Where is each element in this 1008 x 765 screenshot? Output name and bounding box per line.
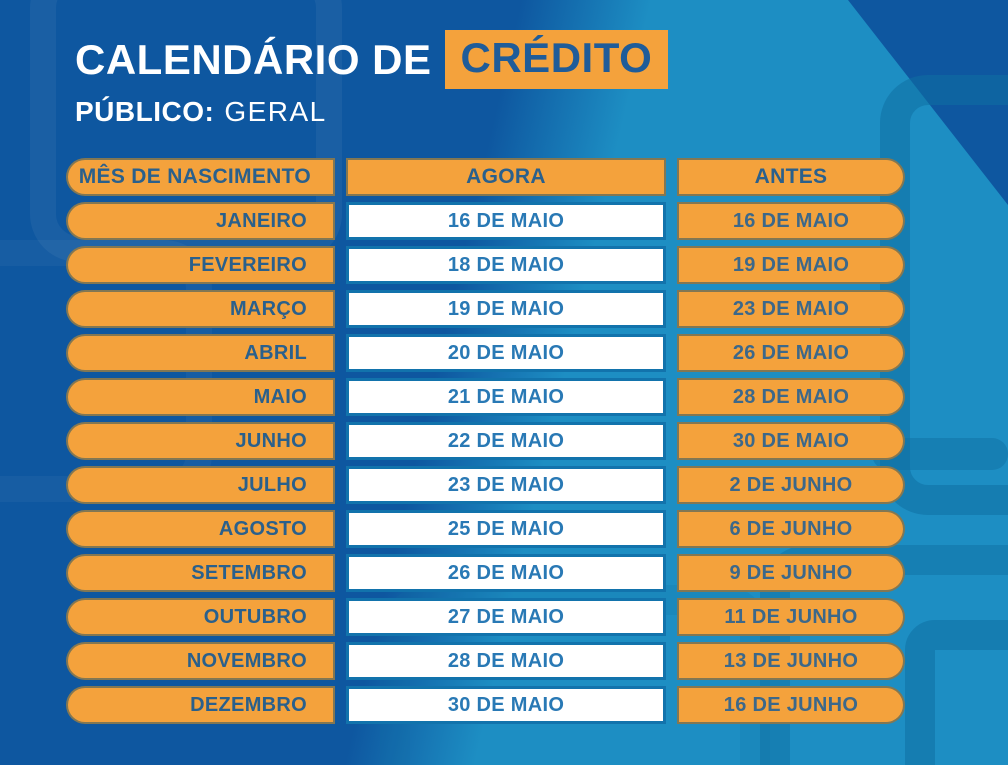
subtitle-label: PÚBLICO: bbox=[75, 96, 215, 127]
antes-date-cell: 2 DE JUNHO bbox=[677, 466, 905, 504]
agora-date-cell: 20 DE MAIO bbox=[346, 334, 666, 372]
agora-date-cell: 21 DE MAIO bbox=[346, 378, 666, 416]
antes-date-cell: 9 DE JUNHO bbox=[677, 554, 905, 592]
antes-date-cell: 6 DE JUNHO bbox=[677, 510, 905, 548]
agora-date-cell: 25 DE MAIO bbox=[346, 510, 666, 548]
subtitle: PÚBLICO: GERAL bbox=[75, 96, 327, 128]
antes-date-cell: 16 DE JUNHO bbox=[677, 686, 905, 724]
month-cell: MARÇO bbox=[66, 290, 335, 328]
month-cell: NOVEMBRO bbox=[66, 642, 335, 680]
antes-date-cell: 28 DE MAIO bbox=[677, 378, 905, 416]
agora-date-cell: 28 DE MAIO bbox=[346, 642, 666, 680]
title-bar: CALENDÁRIO DE CRÉDITO bbox=[75, 30, 669, 89]
title-highlight-badge: CRÉDITO bbox=[444, 30, 669, 89]
agora-date-cell: 22 DE MAIO bbox=[346, 422, 666, 460]
agora-date-cell: 16 DE MAIO bbox=[346, 202, 666, 240]
column-header-month: MÊS DE NASCIMENTO bbox=[66, 158, 335, 196]
month-cell: FEVEREIRO bbox=[66, 246, 335, 284]
month-cell: SETEMBRO bbox=[66, 554, 335, 592]
month-cell: AGOSTO bbox=[66, 510, 335, 548]
agora-date-cell: 27 DE MAIO bbox=[346, 598, 666, 636]
antes-date-cell: 23 DE MAIO bbox=[677, 290, 905, 328]
antes-date-cell: 30 DE MAIO bbox=[677, 422, 905, 460]
month-cell: JANEIRO bbox=[66, 202, 335, 240]
antes-date-cell: 26 DE MAIO bbox=[677, 334, 905, 372]
credit-calendar-table: MÊS DE NASCIMENTO AGORA ANTES JANEIRO 16… bbox=[66, 158, 905, 724]
agora-date-cell: 30 DE MAIO bbox=[346, 686, 666, 724]
month-cell: MAIO bbox=[66, 378, 335, 416]
agora-date-cell: 23 DE MAIO bbox=[346, 466, 666, 504]
column-header-antes: ANTES bbox=[677, 158, 905, 196]
subtitle-value: GERAL bbox=[224, 96, 327, 127]
month-cell: JULHO bbox=[66, 466, 335, 504]
column-header-agora: AGORA bbox=[346, 158, 666, 196]
month-cell: JUNHO bbox=[66, 422, 335, 460]
agora-date-cell: 26 DE MAIO bbox=[346, 554, 666, 592]
month-cell: ABRIL bbox=[66, 334, 335, 372]
page-title: CALENDÁRIO DE bbox=[75, 35, 432, 83]
agora-date-cell: 19 DE MAIO bbox=[346, 290, 666, 328]
antes-date-cell: 13 DE JUNHO bbox=[677, 642, 905, 680]
antes-date-cell: 19 DE MAIO bbox=[677, 246, 905, 284]
antes-date-cell: 11 DE JUNHO bbox=[677, 598, 905, 636]
agora-date-cell: 18 DE MAIO bbox=[346, 246, 666, 284]
antes-date-cell: 16 DE MAIO bbox=[677, 202, 905, 240]
month-cell: DEZEMBRO bbox=[66, 686, 335, 724]
month-cell: OUTUBRO bbox=[66, 598, 335, 636]
